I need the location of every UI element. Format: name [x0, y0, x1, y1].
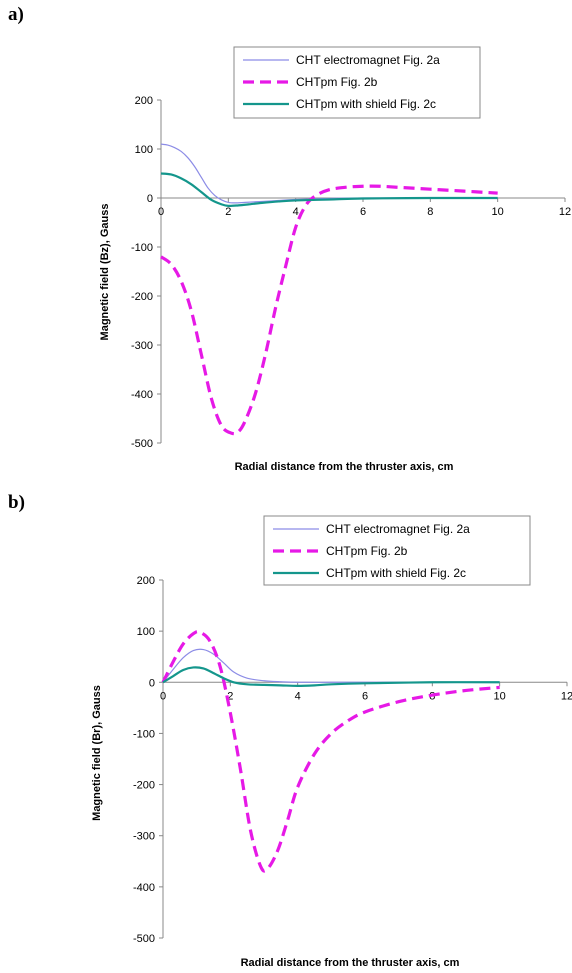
legend-label: CHTpm Fig. 2b — [326, 544, 408, 558]
y-tick-label: -400 — [131, 389, 153, 401]
y-tick-label: -100 — [133, 728, 155, 740]
x-tick-label: 10 — [494, 690, 506, 702]
series-line-2 — [162, 666, 500, 687]
legend-label: CHTpm with shield Fig. 2c — [326, 566, 466, 580]
x-tick-label: 10 — [492, 206, 504, 218]
y-tick-label: 100 — [137, 626, 155, 638]
x-tick-label: 0 — [158, 206, 164, 218]
y-tick-label: -500 — [133, 933, 155, 945]
x-tick-label: 4 — [293, 206, 299, 218]
x-tick-label: 2 — [225, 206, 231, 218]
series-line-0 — [160, 143, 498, 204]
y-tick-label: 200 — [137, 575, 155, 587]
series-line-1 — [161, 629, 500, 873]
y-tick-label: -400 — [133, 882, 155, 894]
y-tick-label: 100 — [135, 144, 153, 156]
y-tick-label: -100 — [131, 242, 153, 254]
y-tick-label: -300 — [131, 340, 153, 352]
y-tick-label: -300 — [133, 831, 155, 843]
y-axis-title: Magnetic field (Br), Gauss — [91, 685, 103, 821]
y-tick-label: 0 — [149, 677, 155, 689]
x-tick-label: 6 — [360, 206, 366, 218]
legend-label: CHT electromagnet Fig. 2a — [296, 53, 440, 67]
series-line-1 — [160, 184, 498, 436]
legend-box — [233, 46, 481, 119]
x-tick-label: 12 — [561, 690, 572, 702]
series-line-2 — [160, 172, 498, 207]
y-tick-label: 200 — [135, 95, 153, 107]
chart-a-bz: 200 100 0 -100 -200 -300 -400 -500 0 2 4 6 8 10 12 Radi… — [99, 46, 571, 473]
x-tick-label: 0 — [160, 690, 166, 702]
y-tick-label: -200 — [133, 780, 155, 792]
y-tick-label: -500 — [131, 438, 153, 450]
y-tick-label: 0 — [147, 193, 153, 205]
panel-a-label: a) — [8, 4, 24, 25]
y-tick-label: -200 — [131, 291, 153, 303]
x-tick-label: 4 — [295, 690, 301, 702]
x-tick-label: 2 — [227, 690, 233, 702]
x-tick-label: 8 — [427, 206, 433, 218]
x-tick-label: 12 — [559, 206, 571, 218]
series-line-0 — [162, 648, 500, 683]
x-tick-label: 6 — [362, 690, 368, 702]
panel-b-label: b) — [8, 492, 25, 513]
x-axis-title: Radial distance from the thruster axis, … — [235, 461, 454, 473]
legend-label: CHTpm Fig. 2b — [296, 75, 378, 89]
legend-label: CHTpm with shield Fig. 2c — [296, 97, 436, 111]
legend-label: CHT electromagnet Fig. 2a — [326, 522, 470, 536]
y-axis-title: Magnetic field (Bz), Gauss — [99, 204, 111, 341]
x-axis-title: Radial distance from the thruster axis, … — [241, 957, 460, 969]
